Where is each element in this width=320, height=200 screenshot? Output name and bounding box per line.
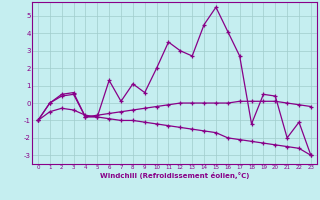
- X-axis label: Windchill (Refroidissement éolien,°C): Windchill (Refroidissement éolien,°C): [100, 172, 249, 179]
